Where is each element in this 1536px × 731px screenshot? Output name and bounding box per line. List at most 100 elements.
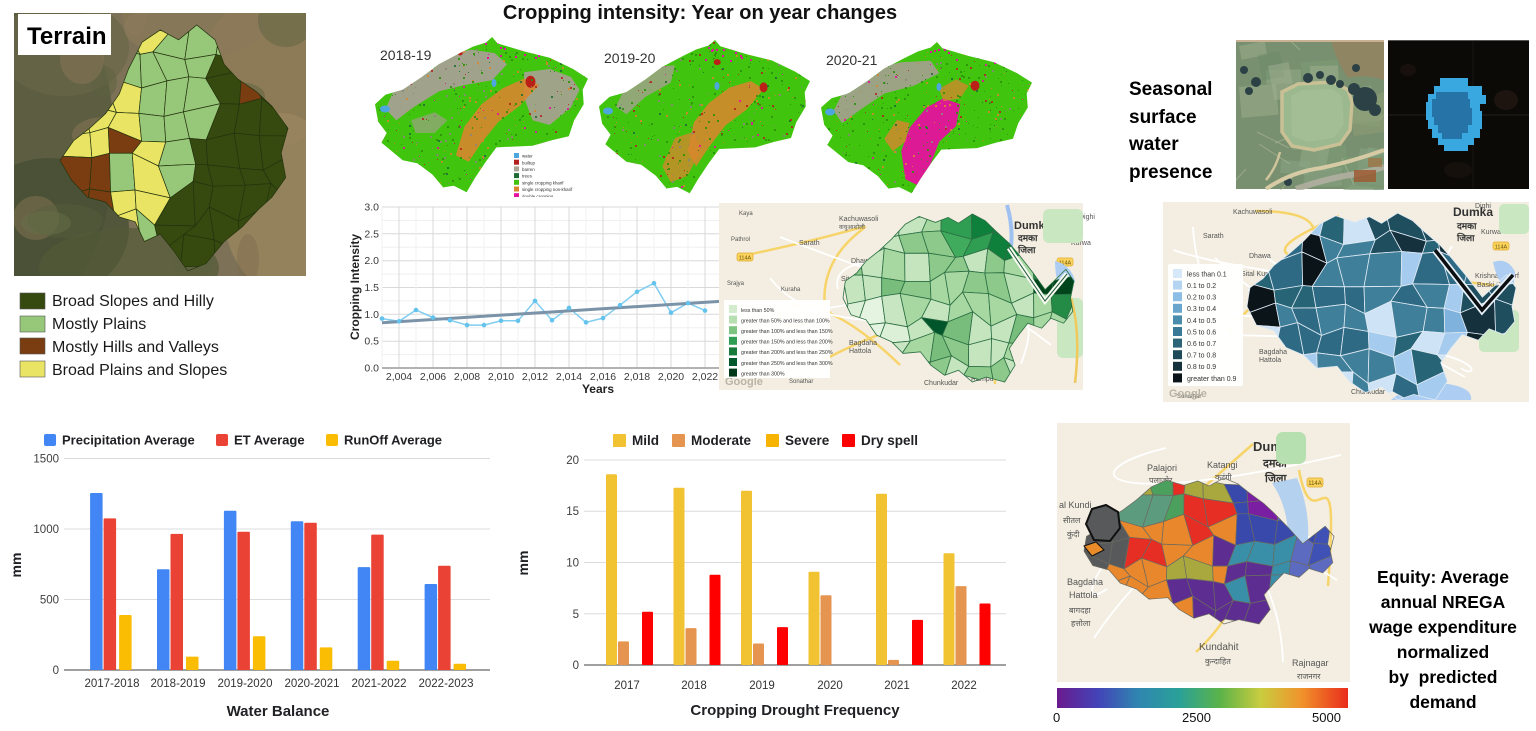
- svg-text:बागदहा: बागदहा: [1069, 606, 1092, 615]
- svg-text:Broad Plains and Slopes: Broad Plains and Slopes: [52, 362, 227, 379]
- svg-text:double cropping: double cropping: [522, 194, 554, 199]
- svg-text:Mild: Mild: [632, 433, 659, 448]
- svg-text:2,022: 2,022: [692, 371, 718, 383]
- svg-text:Mostly Plains: Mostly Plains: [52, 316, 146, 333]
- svg-text:Chunkudar: Chunkudar: [924, 380, 959, 387]
- svg-text:Katangi: Katangi: [1207, 460, 1238, 470]
- svg-text:0.7 to 0.8: 0.7 to 0.8: [1187, 353, 1216, 360]
- svg-text:2.0: 2.0: [364, 255, 379, 267]
- svg-text:Broad Slopes and Hilly: Broad Slopes and Hilly: [52, 293, 214, 310]
- svg-text:Severe: Severe: [785, 433, 830, 448]
- svg-text:2018-19: 2018-19: [380, 47, 432, 63]
- svg-text:0.0: 0.0: [364, 363, 379, 375]
- svg-text:greater than 150% and less tha: greater than 150% and less than 200%: [741, 340, 833, 346]
- svg-text:2,006: 2,006: [420, 371, 446, 383]
- svg-text:Google: Google: [1169, 388, 1207, 400]
- svg-text:Kachuwasoli: Kachuwasoli: [839, 216, 879, 223]
- svg-text:114A: 114A: [1059, 260, 1072, 266]
- svg-text:जिला: जिला: [1456, 232, 1475, 243]
- svg-text:Kundahit: Kundahit: [1199, 642, 1239, 653]
- svg-text:0.1 to 0.2: 0.1 to 0.2: [1187, 283, 1216, 290]
- svg-text:Sarath: Sarath: [1203, 233, 1224, 240]
- svg-text:0.4 to 0.5: 0.4 to 0.5: [1187, 318, 1216, 325]
- svg-text:less than 0.1: less than 0.1: [1187, 271, 1227, 278]
- svg-text:पलाजोर: पलाजोर: [1149, 475, 1173, 485]
- svg-text:कुंदी: कुंदी: [1067, 529, 1080, 540]
- svg-text:2,016: 2,016: [590, 371, 616, 383]
- svg-text:2019: 2019: [749, 680, 775, 692]
- svg-text:20: 20: [566, 455, 579, 467]
- svg-text:Kurwa: Kurwa: [1071, 240, 1091, 247]
- svg-text:2021: 2021: [884, 680, 910, 692]
- svg-text:2,014: 2,014: [556, 371, 582, 383]
- svg-text:Moderate: Moderate: [691, 433, 752, 448]
- svg-text:greater than 250% and less tha: greater than 250% and less than 300%: [741, 361, 833, 367]
- svg-text:Sarath: Sarath: [799, 240, 820, 247]
- svg-text:2,018: 2,018: [624, 371, 650, 383]
- svg-text:1000: 1000: [33, 524, 59, 536]
- svg-text:Kachuwasoli: Kachuwasoli: [1233, 209, 1273, 216]
- svg-text:राजनगर: राजनगर: [1297, 672, 1321, 681]
- svg-text:Mostly Hills and Valleys: Mostly Hills and Valleys: [52, 339, 219, 356]
- svg-text:RunOff Average: RunOff Average: [344, 433, 442, 448]
- svg-text:builtup: builtup: [522, 160, 535, 165]
- svg-text:0.5 to 0.6: 0.5 to 0.6: [1187, 329, 1216, 336]
- svg-text:2019-20: 2019-20: [604, 50, 656, 66]
- svg-text:2022-2023: 2022-2023: [419, 678, 474, 690]
- svg-text:Dighi: Dighi: [1475, 203, 1491, 210]
- svg-text:Rajnagar: Rajnagar: [1292, 658, 1329, 668]
- svg-text:0.5: 0.5: [364, 336, 379, 348]
- svg-text:Dumka: Dumka: [1014, 220, 1052, 232]
- svg-text:2018: 2018: [681, 680, 707, 692]
- svg-text:2,008: 2,008: [454, 371, 480, 383]
- svg-text:1.5: 1.5: [364, 282, 379, 294]
- svg-text:Hattola: Hattola: [1069, 590, 1098, 600]
- svg-text:Krishnapur urf: Krishnapur urf: [1475, 273, 1519, 280]
- svg-text:5: 5: [573, 609, 579, 621]
- svg-text:greater than 50% and less than: greater than 50% and less than 100%: [741, 318, 830, 324]
- svg-text:2022: 2022: [951, 680, 977, 692]
- svg-text:2020: 2020: [817, 680, 843, 692]
- svg-text:Rampu: Rampu: [971, 376, 994, 383]
- svg-text:कुन्दाहित: कुन्दाहित: [1205, 656, 1231, 667]
- svg-text:1.0: 1.0: [364, 309, 379, 321]
- svg-text:कचुआशोली: कचुआशोली: [839, 223, 865, 231]
- svg-text:Terrain: Terrain: [27, 23, 107, 50]
- svg-text:single cropping non-kharif: single cropping non-kharif: [522, 187, 573, 192]
- svg-text:Palajori: Palajori: [1147, 463, 1177, 473]
- svg-text:जिला: जिला: [1017, 244, 1036, 255]
- svg-text:greater than 0.9: greater than 0.9: [1187, 376, 1237, 383]
- svg-text:single cropping kharif: single cropping kharif: [522, 180, 564, 185]
- svg-text:0.3 to 0.4: 0.3 to 0.4: [1187, 306, 1216, 313]
- svg-text:Dumka: Dumka: [1453, 205, 1493, 219]
- svg-text:Kaya: Kaya: [739, 211, 753, 217]
- svg-text:114A: 114A: [739, 255, 752, 261]
- svg-text:Pathrol: Pathrol: [731, 237, 750, 243]
- svg-text:114A: 114A: [1495, 244, 1508, 250]
- svg-text:0: 0: [573, 660, 579, 672]
- svg-text:2,020: 2,020: [658, 371, 684, 383]
- svg-text:Dighi: Dighi: [1079, 214, 1095, 221]
- svg-text:2020-21: 2020-21: [826, 52, 878, 68]
- svg-text:0.2 to 0.3: 0.2 to 0.3: [1187, 295, 1216, 302]
- svg-text:2,010: 2,010: [488, 371, 514, 383]
- svg-text:Chunkudar: Chunkudar: [1351, 389, 1386, 396]
- svg-text:2,012: 2,012: [522, 371, 548, 383]
- svg-text:1500: 1500: [33, 454, 59, 466]
- svg-text:Bagdaha: Bagdaha: [1259, 349, 1287, 356]
- svg-text:500: 500: [40, 595, 59, 607]
- svg-text:Srajya: Srajya: [727, 281, 745, 287]
- svg-text:greater than 100% and less tha: greater than 100% and less than 150%: [741, 329, 833, 335]
- svg-text:al Kundi: al Kundi: [1059, 500, 1092, 510]
- svg-text:Kurwa: Kurwa: [1481, 229, 1501, 236]
- svg-text:0.8 to 0.9: 0.8 to 0.9: [1187, 364, 1216, 371]
- svg-text:Dry spell: Dry spell: [861, 433, 918, 448]
- svg-text:2017: 2017: [614, 680, 640, 692]
- svg-text:Bagdaha: Bagdaha: [1067, 577, 1103, 587]
- svg-text:सीतल: सीतल: [1063, 515, 1081, 525]
- svg-text:Hattola: Hattola: [849, 348, 871, 355]
- svg-text:114A: 114A: [1308, 481, 1322, 487]
- svg-text:Bagdaha: Bagdaha: [849, 340, 877, 347]
- svg-text:water: water: [522, 154, 533, 159]
- svg-text:0: 0: [53, 665, 59, 677]
